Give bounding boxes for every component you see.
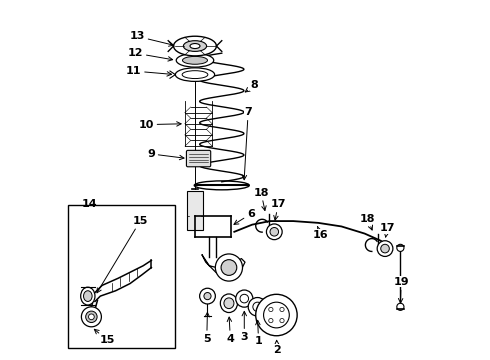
Text: 16: 16: [313, 227, 328, 240]
Bar: [68, 205, 175, 348]
Text: 15: 15: [97, 216, 148, 293]
Text: 8: 8: [245, 80, 258, 92]
Circle shape: [236, 290, 253, 307]
Circle shape: [81, 307, 101, 327]
Ellipse shape: [182, 71, 208, 78]
Circle shape: [397, 303, 404, 310]
Circle shape: [280, 307, 284, 312]
Text: 2: 2: [273, 340, 281, 355]
Circle shape: [86, 311, 97, 323]
Circle shape: [377, 241, 393, 256]
Text: 11: 11: [126, 66, 172, 76]
Circle shape: [199, 288, 215, 304]
Circle shape: [270, 228, 279, 236]
Ellipse shape: [83, 291, 92, 301]
Circle shape: [269, 307, 273, 312]
Text: 10: 10: [139, 120, 181, 130]
Circle shape: [89, 314, 94, 320]
Ellipse shape: [224, 298, 234, 309]
Ellipse shape: [81, 287, 95, 305]
Circle shape: [397, 244, 404, 251]
Text: 3: 3: [241, 311, 248, 342]
Circle shape: [267, 224, 282, 240]
Circle shape: [280, 319, 284, 323]
Text: 9: 9: [147, 149, 184, 160]
Circle shape: [381, 244, 390, 253]
Ellipse shape: [175, 68, 215, 81]
Text: 7: 7: [242, 107, 252, 180]
Text: 19: 19: [393, 277, 409, 303]
Text: 18: 18: [253, 188, 269, 211]
Circle shape: [221, 260, 237, 275]
Circle shape: [264, 302, 289, 328]
Circle shape: [204, 293, 211, 300]
Circle shape: [240, 294, 248, 303]
Text: 14: 14: [81, 199, 97, 209]
Text: 12: 12: [128, 48, 172, 61]
Text: 17: 17: [270, 199, 286, 220]
Circle shape: [256, 294, 297, 336]
Ellipse shape: [182, 57, 207, 64]
Text: 13: 13: [129, 31, 173, 46]
Circle shape: [269, 319, 273, 323]
Ellipse shape: [190, 44, 200, 49]
Ellipse shape: [173, 36, 217, 56]
FancyBboxPatch shape: [186, 150, 211, 167]
Text: 15: 15: [95, 329, 115, 345]
Circle shape: [248, 297, 267, 316]
Circle shape: [215, 254, 243, 281]
Circle shape: [253, 302, 262, 311]
Text: 5: 5: [203, 312, 211, 343]
Text: 4: 4: [226, 317, 234, 343]
Text: 17: 17: [379, 223, 395, 237]
Text: 18: 18: [360, 213, 375, 230]
Bar: [187, 191, 203, 230]
Text: 1: 1: [255, 320, 263, 346]
Text: 6: 6: [234, 209, 255, 224]
Ellipse shape: [220, 294, 238, 312]
Ellipse shape: [183, 41, 207, 51]
Ellipse shape: [176, 54, 214, 67]
Ellipse shape: [194, 181, 249, 190]
